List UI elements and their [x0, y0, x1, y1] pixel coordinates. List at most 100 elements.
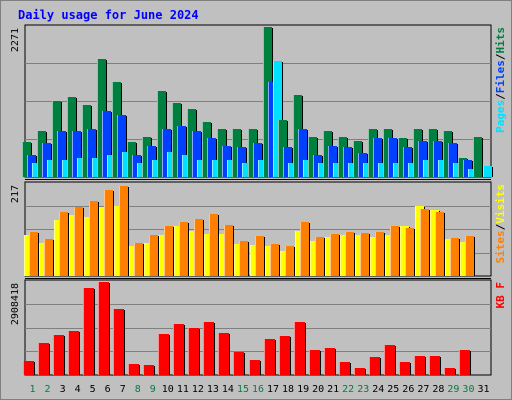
bar-sites-day-27-highlight	[420, 209, 421, 276]
bar-visits-day-11-highlight	[174, 226, 175, 276]
bar-visits-day-9-face	[144, 243, 153, 276]
bar-kb-f-day-2-highlight	[38, 343, 39, 375]
bar-files-day-13-face	[207, 138, 216, 177]
day-label-3: 3	[60, 384, 66, 395]
bar-kb-f-day-5-face	[83, 288, 94, 375]
day-label-20: 20	[312, 384, 324, 395]
bar-hits-day-6-highlight	[97, 59, 98, 177]
bar-pages-day-2-highlight	[47, 160, 48, 177]
bar-kb-f-day-7	[113, 309, 125, 375]
bar-sites-day-12	[194, 219, 204, 276]
bar-sites-day-26	[405, 228, 415, 276]
bar-sites-day-2-highlight	[44, 239, 45, 276]
bar-hits-day-4-highlight	[67, 97, 68, 177]
bar-files-day-26-shadow	[412, 148, 413, 177]
bar-files-day-21-face	[328, 146, 337, 177]
bar-kb-f-day-14-shadow	[229, 334, 230, 375]
day-label-4: 4	[75, 384, 81, 395]
bar-pages-day-1-face	[32, 163, 41, 177]
bar-sites-day-23-face	[360, 233, 369, 276]
bar-hits-day-19-highlight	[293, 95, 294, 177]
bar-files-day-25-highlight	[388, 138, 389, 177]
bar-sites-day-24-face	[375, 232, 384, 276]
bar-files-day-15-highlight	[237, 147, 238, 177]
bar-kb-f-day-22-face	[339, 362, 350, 375]
bar-sites-day-12-highlight	[194, 219, 195, 276]
bar-files-day-19	[298, 129, 308, 177]
bar-sites-day-6-shadow	[113, 191, 114, 276]
bar-kb-f-day-28-face	[429, 356, 440, 375]
bar-kb-f-day-26	[399, 362, 411, 375]
bar-kb-f-day-6-highlight	[98, 282, 99, 375]
bar-pages-day-31-highlight	[483, 166, 484, 177]
bar-sites-day-25	[390, 226, 400, 276]
bar-sites-day-5	[89, 201, 99, 276]
bar-hits-day-20-highlight	[308, 137, 309, 177]
day-label-9: 9	[150, 384, 156, 395]
bar-hits-day-24-highlight	[368, 129, 369, 177]
bar-kb-f-day-13-shadow	[214, 323, 215, 375]
bar-visits-day-11-face	[174, 226, 183, 276]
bar-pages-day-15-face	[242, 163, 251, 177]
bar-kb-f-day-3-shadow	[64, 336, 65, 375]
bar-kb-f-day-13-highlight	[203, 322, 204, 375]
bar-sites-day-4	[74, 207, 84, 276]
bar-pages-day-12-face	[197, 160, 206, 177]
bar-sites-day-14	[224, 225, 234, 276]
bar-hits-day-15-face	[232, 129, 241, 177]
bar-files-day-25-face	[388, 138, 397, 177]
bar-kb-f-day-7-face	[113, 309, 124, 375]
bar-sites-day-8-highlight	[134, 243, 135, 276]
bar-visits-day-12-highlight	[189, 231, 190, 276]
bar-visits-day-15-face	[234, 244, 243, 276]
bar-kb-f-day-21-highlight	[324, 348, 325, 375]
bar-sites-day-23	[360, 233, 370, 276]
bar-kb-f-day-9-shadow	[154, 366, 155, 375]
bar-pages-day-2-face	[47, 160, 56, 177]
bar-hits-day-21-highlight	[323, 131, 324, 177]
bar-pages-day-6-highlight	[107, 155, 108, 177]
bar-visits-day-18-face	[280, 251, 289, 276]
bar-sites-day-8-face	[134, 243, 143, 276]
bar-kb-f-day-27-face	[414, 356, 425, 375]
bar-kb-f-day-22-shadow	[350, 363, 351, 375]
bar-sites-day-2-face	[44, 239, 53, 276]
bar-files-day-7-highlight	[117, 115, 118, 177]
bar-sites-day-21	[330, 234, 340, 276]
bar-hits-day-3-highlight	[52, 101, 53, 177]
bar-files-day-10-highlight	[162, 129, 163, 177]
bar-kb-f-day-18-face	[279, 336, 290, 375]
bar-kb-f-day-2-face	[38, 343, 49, 375]
bar-files-day-4-face	[72, 131, 81, 177]
bar-pages-day-4-face	[77, 158, 86, 177]
bar-sites-day-5-highlight	[89, 201, 90, 276]
bar-files-day-5-highlight	[87, 129, 88, 177]
bar-kb-f-day-24-highlight	[369, 357, 370, 375]
bar-pages-day-8-face	[137, 163, 146, 177]
bar-hits-day-9-highlight	[142, 137, 143, 177]
bar-visits-day-2-face	[39, 243, 48, 276]
bar-hits-day-13-highlight	[202, 122, 203, 177]
bar-hits-day-26-face	[398, 138, 407, 177]
bar-pages-day-30-highlight	[468, 169, 469, 177]
bar-hits-day-12-face	[187, 109, 196, 177]
bar-sites-day-25-shadow	[399, 227, 400, 276]
bar-visits-day-13-face	[204, 234, 213, 276]
bar-files-day-26-face	[403, 147, 412, 177]
bar-sites-day-9-face	[149, 235, 158, 276]
bar-kb-f-day-30-face	[459, 350, 470, 375]
bar-sites-day-28-highlight	[435, 212, 436, 276]
bar-hits-day-4-face	[67, 97, 76, 177]
bar-files-day-1-face	[27, 155, 36, 177]
day-label-28: 28	[432, 384, 444, 395]
bar-sites-day-29-highlight	[450, 238, 451, 276]
bar-sites-day-12-face	[194, 219, 203, 276]
bar-kb-f-day-11-highlight	[173, 324, 174, 375]
bar-kb-f-day-7-shadow	[124, 310, 125, 375]
bar-files-day-13-highlight	[207, 138, 208, 177]
bar-visits-day-5-highlight	[84, 217, 85, 276]
bar-pages-day-14-face	[227, 160, 236, 177]
bar-sites-day-21-face	[330, 234, 339, 276]
bar-sites-day-24-shadow	[384, 233, 385, 276]
